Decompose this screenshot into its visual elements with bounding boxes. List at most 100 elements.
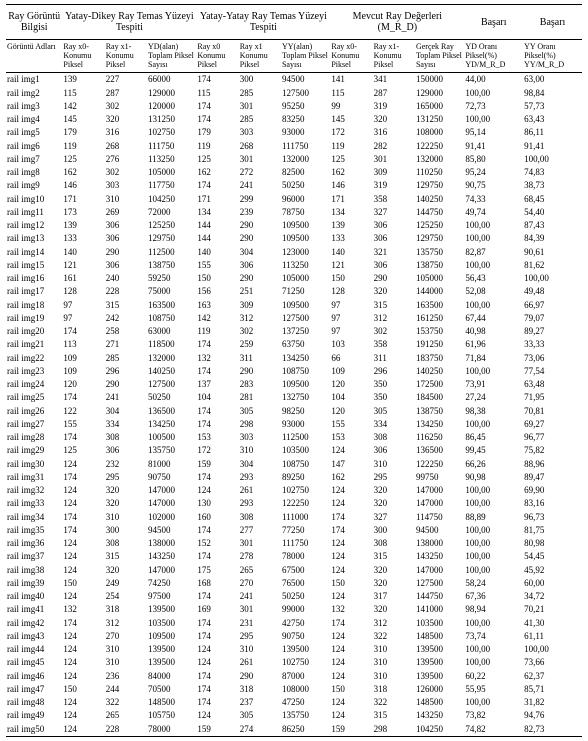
cell-value: 120 [330,378,372,391]
cell-image-name: rail img10 [6,193,62,206]
cell-value: 350 [373,378,415,391]
cell-value: 45,92 [523,564,582,577]
cell-value: 303 [239,431,281,444]
cell-value: 56,43 [464,272,523,285]
cell-value: 228 [105,285,147,298]
cell-value: 283 [239,378,281,391]
cell-value: 150 [330,577,372,590]
cell-value: 124 [330,564,372,577]
cell-value: 122 [62,405,104,418]
cell-value: 301 [239,603,281,616]
cell-value: 94,76 [523,709,582,722]
cell-value: 174 [196,550,238,563]
cell-image-name: rail img13 [6,232,62,245]
cell-value: 298 [239,418,281,431]
cell-value: 52,08 [464,285,523,298]
cell-value: 119 [330,140,372,153]
cell-value: 122250 [281,497,330,510]
cell-value: 310 [239,643,281,656]
cell-value: 241 [105,391,147,404]
cell-value: 315 [105,550,147,563]
cell-value: 99000 [281,603,330,616]
cell-value: 111000 [281,511,330,524]
cell-value: 66000 [147,73,196,87]
cell-value: 58,24 [464,577,523,590]
cell-value: 122250 [415,458,464,471]
cell-value: 111750 [281,537,330,550]
cell-value: 97 [330,312,372,325]
cell-value: 305 [239,405,281,418]
cell-value: 112500 [281,431,330,444]
cell-value: 147000 [147,484,196,497]
cell-value: 125 [62,153,104,166]
cell-value: 34,72 [523,590,582,603]
cell-value: 87000 [281,670,330,683]
cell-value: 315 [373,709,415,722]
cell-value: 109500 [281,232,330,245]
cell-value: 174 [196,471,238,484]
cell-value: 98,94 [464,603,523,616]
cell-value: 148500 [415,696,464,709]
cell-value: 290 [239,219,281,232]
cell-value: 135750 [147,444,196,457]
table-row: rail img25174241502501042811327501043501… [6,391,582,404]
cell-value: 91,41 [523,140,582,153]
cell-value: 315 [105,299,147,312]
cell-image-name: rail img20 [6,325,62,338]
cell-value: 174 [62,617,104,630]
table-row: rail img81623021050001622728250016230911… [6,166,582,179]
cell-value: 78000 [281,550,330,563]
cell-value: 310 [373,643,415,656]
table-row: rail img39150249742501682707650015032012… [6,577,582,590]
cell-value: 310 [373,670,415,683]
table-row: rail img47150244705001743181080001503181… [6,683,582,696]
table-body: rail img11392276600017430094500141341150… [6,73,582,737]
cell-value: 124 [62,458,104,471]
cell-value: 77250 [281,524,330,537]
cell-image-name: rail img34 [6,511,62,524]
cell-value: 150 [62,577,104,590]
cell-value: 133 [62,232,104,245]
table-row: rail img15121306138750155306113250121306… [6,259,582,272]
cell-value: 241 [239,179,281,192]
cell-value: 40,98 [464,325,523,338]
cell-value: 66,97 [523,299,582,312]
cell-value: 124 [62,564,104,577]
cell-value: 89250 [281,471,330,484]
cell-value: 100,00 [464,113,523,126]
cell-value: 70500 [147,683,196,696]
cell-value: 124 [330,497,372,510]
cell-value: 139500 [147,603,196,616]
table-row: rail img10171310104250171299960001713581… [6,193,582,206]
cell-value: 134250 [147,418,196,431]
cell-value: 174 [196,617,238,630]
cell-value: 83250 [281,113,330,126]
cell-value: 140 [196,246,238,259]
cell-image-name: rail img5 [6,126,62,139]
cell-value: 141 [330,73,372,87]
cell-value: 249 [105,577,147,590]
cell-value: 118500 [147,338,196,351]
cell-value: 134 [196,206,238,219]
cell-value: 82,87 [464,246,523,259]
cell-value: 341 [373,73,415,87]
cell-value: 108000 [281,683,330,696]
cell-value: 163 [196,299,238,312]
cell-value: 300 [105,524,147,537]
cell-value: 244 [105,683,147,696]
table-row: rail img21152871290001152851275001152871… [6,87,582,100]
cell-value: 97 [62,299,104,312]
cell-value: 100,00 [464,564,523,577]
cell-value: 128 [330,285,372,298]
cell-value: 272 [239,166,281,179]
cell-value: 320 [373,484,415,497]
cell-value: 91,41 [464,140,523,153]
cell-value: 124 [196,643,238,656]
cell-value: 119 [62,140,104,153]
cell-value: 137250 [281,325,330,338]
cell-value: 129000 [415,87,464,100]
cell-value: 327 [373,206,415,219]
table-row: rail img16161240592501502901050001502901… [6,272,582,285]
cell-value: 71,95 [523,391,582,404]
cell-value: 162 [62,166,104,179]
